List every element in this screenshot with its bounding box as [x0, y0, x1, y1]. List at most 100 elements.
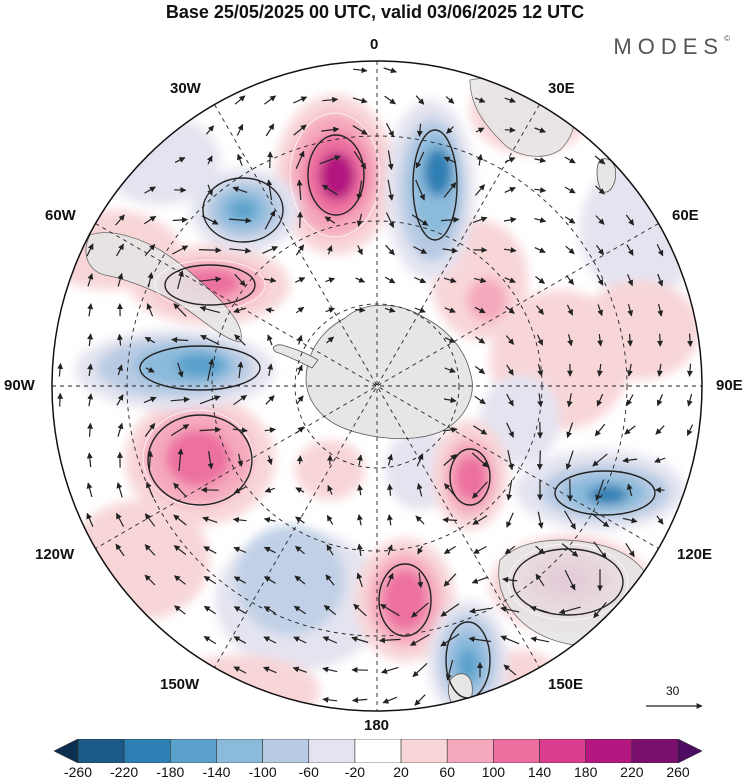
- lon-label-90w: 90W: [4, 377, 35, 394]
- wind-vector-arrow: [416, 123, 423, 137]
- wind-vector-arrow: [475, 336, 486, 344]
- wind-vector-arrow: [626, 483, 633, 497]
- colorbar-swatch: [262, 739, 310, 763]
- wind-vector-arrow: [535, 573, 545, 587]
- wind-vector-arrow: [295, 277, 306, 283]
- wind-vector-arrow: [202, 516, 218, 523]
- wind-vector-arrow: [265, 395, 275, 405]
- wind-vector-arrow: [443, 277, 457, 284]
- colorbar-swatch: [539, 739, 586, 763]
- wind-vector-arrow: [411, 602, 429, 618]
- wind-vector-arrow: [503, 216, 517, 223]
- wind-vector-arrow: [504, 126, 516, 133]
- wind-vector-arrow: [506, 422, 514, 438]
- wind-vector-arrow: [295, 545, 305, 555]
- wind-vector-arrow: [530, 605, 550, 614]
- wind-vector-arrow: [147, 450, 154, 469]
- circulation-streamlines: [139, 129, 656, 699]
- wind-vector-arrow: [475, 127, 485, 134]
- wind-vector-arrow: [443, 182, 457, 198]
- wind-vector-arrow: [475, 184, 485, 196]
- wind-vector-arrow: [593, 541, 607, 559]
- wind-vector-arrow: [86, 512, 94, 527]
- colorbar-label: -100: [248, 764, 277, 780]
- wind-vector-arrow: [232, 186, 248, 193]
- wind-vector-arrow: [297, 364, 303, 376]
- wind-vector-arrow: [199, 395, 221, 405]
- wind-vector-arrow: [205, 125, 215, 135]
- wind-vector-arrow: [177, 270, 184, 290]
- wind-vector-arrow: [384, 307, 396, 313]
- wind-vector-arrow: [564, 156, 576, 164]
- lon-label-30w: 30W: [170, 80, 201, 97]
- wind-vector-arrow: [292, 666, 307, 673]
- wind-vector-arrow: [535, 545, 545, 555]
- wind-vector-arrow: [506, 512, 514, 528]
- wind-vector-arrow: [144, 336, 156, 344]
- wind-vector-arrow: [474, 306, 486, 314]
- wind-vector-arrow: [469, 607, 491, 614]
- wind-vector-arrow: [326, 336, 335, 344]
- wind-vector-arrow: [296, 426, 305, 434]
- wind-vector-arrow: [322, 696, 338, 703]
- wind-vector-arrow: [173, 303, 187, 317]
- wind-vector-arrow: [414, 276, 427, 284]
- wind-vector-arrow: [594, 423, 606, 437]
- wind-vector-arrow: [87, 333, 94, 347]
- antarctic-peninsula: [273, 344, 319, 369]
- wind-vector-arrow: [116, 394, 124, 406]
- wind-vector-arrow: [383, 67, 397, 74]
- wind-vector-arrow: [357, 484, 363, 496]
- wind-vector-arrow: [87, 363, 94, 377]
- wind-vector-arrow: [237, 361, 244, 379]
- wind-vector-arrow: [627, 303, 634, 317]
- wind-vector-arrow: [534, 247, 546, 253]
- wind-vector-arrow: [593, 601, 607, 619]
- lon-label-60w: 60W: [45, 207, 76, 224]
- wind-vector-arrow: [143, 396, 157, 404]
- wind-vector-arrow: [656, 363, 663, 377]
- wind-vector-arrow: [323, 604, 337, 616]
- wind-vector-arrow: [504, 545, 516, 555]
- wind-vector-arrow: [564, 186, 576, 194]
- colorbar-label: 180: [574, 764, 598, 780]
- wind-vector-arrow: [625, 214, 635, 226]
- wind-vector-arrow: [262, 246, 279, 254]
- wind-vector-arrow: [234, 95, 246, 105]
- wind-vector-arrow: [412, 662, 428, 678]
- wind-vector-arrow: [416, 453, 424, 467]
- wind-vector-arrow: [351, 636, 369, 644]
- wind-vector-arrow: [297, 211, 304, 229]
- wind-vector-arrow: [440, 603, 460, 617]
- wind-vector-arrow: [627, 333, 634, 347]
- wind-vector-arrow: [263, 606, 277, 614]
- wind-vector-arrow: [416, 483, 423, 497]
- wind-vector-arrow: [474, 97, 486, 103]
- wind-vector-arrow: [236, 123, 244, 136]
- wind-vector-arrow: [654, 457, 666, 463]
- wind-vector-arrow: [535, 276, 545, 284]
- wind-vector-arrow: [266, 455, 273, 465]
- wind-vector-arrow: [86, 452, 93, 468]
- wind-vector-arrow: [86, 243, 94, 257]
- wind-vector-arrow: [293, 124, 307, 136]
- wind-vector-arrow: [534, 127, 546, 133]
- wind-vector-arrow: [443, 573, 457, 587]
- wind-vector-arrow: [415, 151, 425, 169]
- wind-vector-arrow: [326, 544, 334, 556]
- wind-vector-arrow: [385, 212, 395, 229]
- wind-vector-arrow: [295, 516, 305, 524]
- wind-vector-arrow: [263, 546, 276, 554]
- wind-vector-arrow: [146, 303, 154, 317]
- wind-vector-arrow: [500, 606, 520, 613]
- wind-vector-arrow: [146, 481, 154, 499]
- colorbar-label: 220: [620, 764, 644, 780]
- wind-vector-arrow: [322, 636, 338, 644]
- wind-vector-arrow: [597, 334, 604, 347]
- wind-vector-arrow: [595, 185, 605, 195]
- lon-label-150e: 150E: [548, 676, 584, 693]
- wind-vector-arrow: [199, 276, 222, 283]
- wind-vector-arrow: [293, 96, 308, 104]
- wind-vector-arrow: [656, 515, 664, 525]
- wind-vector-arrow: [353, 67, 368, 74]
